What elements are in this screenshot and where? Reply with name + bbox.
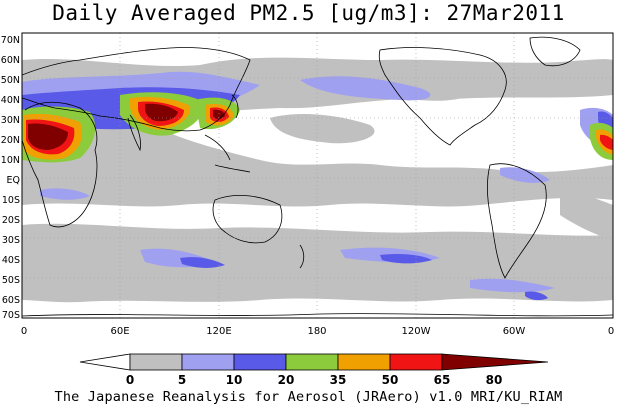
map-frame (21, 32, 614, 319)
map-title: Daily Averaged PM2.5 [ug/m3]: 27Mar2011 (52, 1, 565, 25)
color-legend: 0 5 10 20 35 50 65 80 (79, 353, 549, 387)
lat-label-30n: 30N (1, 115, 20, 126)
lon-label-60w: 60W (503, 326, 526, 337)
legend-swatch-35-50 (285, 353, 339, 371)
lon-label-180: 180 (307, 326, 326, 337)
lat-label-70s: 70S (2, 310, 20, 321)
legend-swatch-20-35 (233, 353, 287, 371)
level-80-plus (28, 103, 225, 150)
lat-label-50n: 50N (1, 75, 20, 86)
lat-label-10s: 10S (2, 195, 20, 206)
coastlines (22, 36, 613, 317)
lat-label-40s: 40S (2, 255, 20, 266)
legend-label-5: 5 (178, 373, 186, 386)
legend-swatch-65-80 (389, 353, 443, 371)
lon-axis: 0 60E 120E 180 120W 60W 0 (21, 326, 614, 337)
legend-label-35: 35 (330, 373, 347, 386)
pm25-field (22, 33, 613, 318)
lat-axis: 70N 60N 50N 40N 30N 20N 10N EQ 10S 20S 3… (1, 35, 20, 321)
lat-label-30s: 30S (2, 235, 20, 246)
lat-label-20s: 20S (2, 215, 20, 226)
legend-swatch-5-10 (129, 353, 183, 371)
legend-label-65: 65 (434, 373, 451, 386)
legend-label-10: 10 (226, 373, 243, 386)
lon-label-120e: 120E (206, 326, 231, 337)
credit-line: The Japanese Reanalysis for Aerosol (JRA… (54, 389, 563, 405)
lat-label-40n: 40N (1, 95, 20, 106)
legend-label-80: 80 (486, 373, 503, 386)
lat-label-10n: 10N (1, 155, 20, 166)
lat-label-50s: 50S (2, 275, 20, 286)
lat-label-60n: 60N (1, 55, 20, 66)
legend-swatch-10-20 (181, 353, 235, 371)
legend-swatch-0-5 (79, 353, 131, 371)
legend-swatch-80-plus (441, 353, 549, 371)
lat-label-20n: 20N (1, 135, 20, 146)
legend-label-20: 20 (278, 373, 295, 386)
lat-label-60s: 60S (2, 295, 20, 306)
map-figure: 70N 60N 50N 40N 30N 20N 10N EQ 10S 20S 3… (1, 32, 614, 387)
map-panel: 70N 60N 50N 40N 30N 20N 10N EQ 10S 20S 3… (0, 28, 617, 390)
lon-label-0-right: 0 (608, 326, 614, 337)
lon-label-0-left: 0 (21, 326, 27, 337)
lat-label-70n: 70N (1, 35, 20, 46)
legend-label-50: 50 (382, 373, 399, 386)
lon-label-120w: 120W (402, 326, 431, 337)
lat-label-eq: EQ (7, 175, 20, 186)
legend-swatch-50-65 (337, 353, 391, 371)
lon-label-60e: 60E (110, 326, 129, 337)
legend-label-0: 0 (126, 373, 134, 386)
grid-lines (22, 33, 613, 318)
